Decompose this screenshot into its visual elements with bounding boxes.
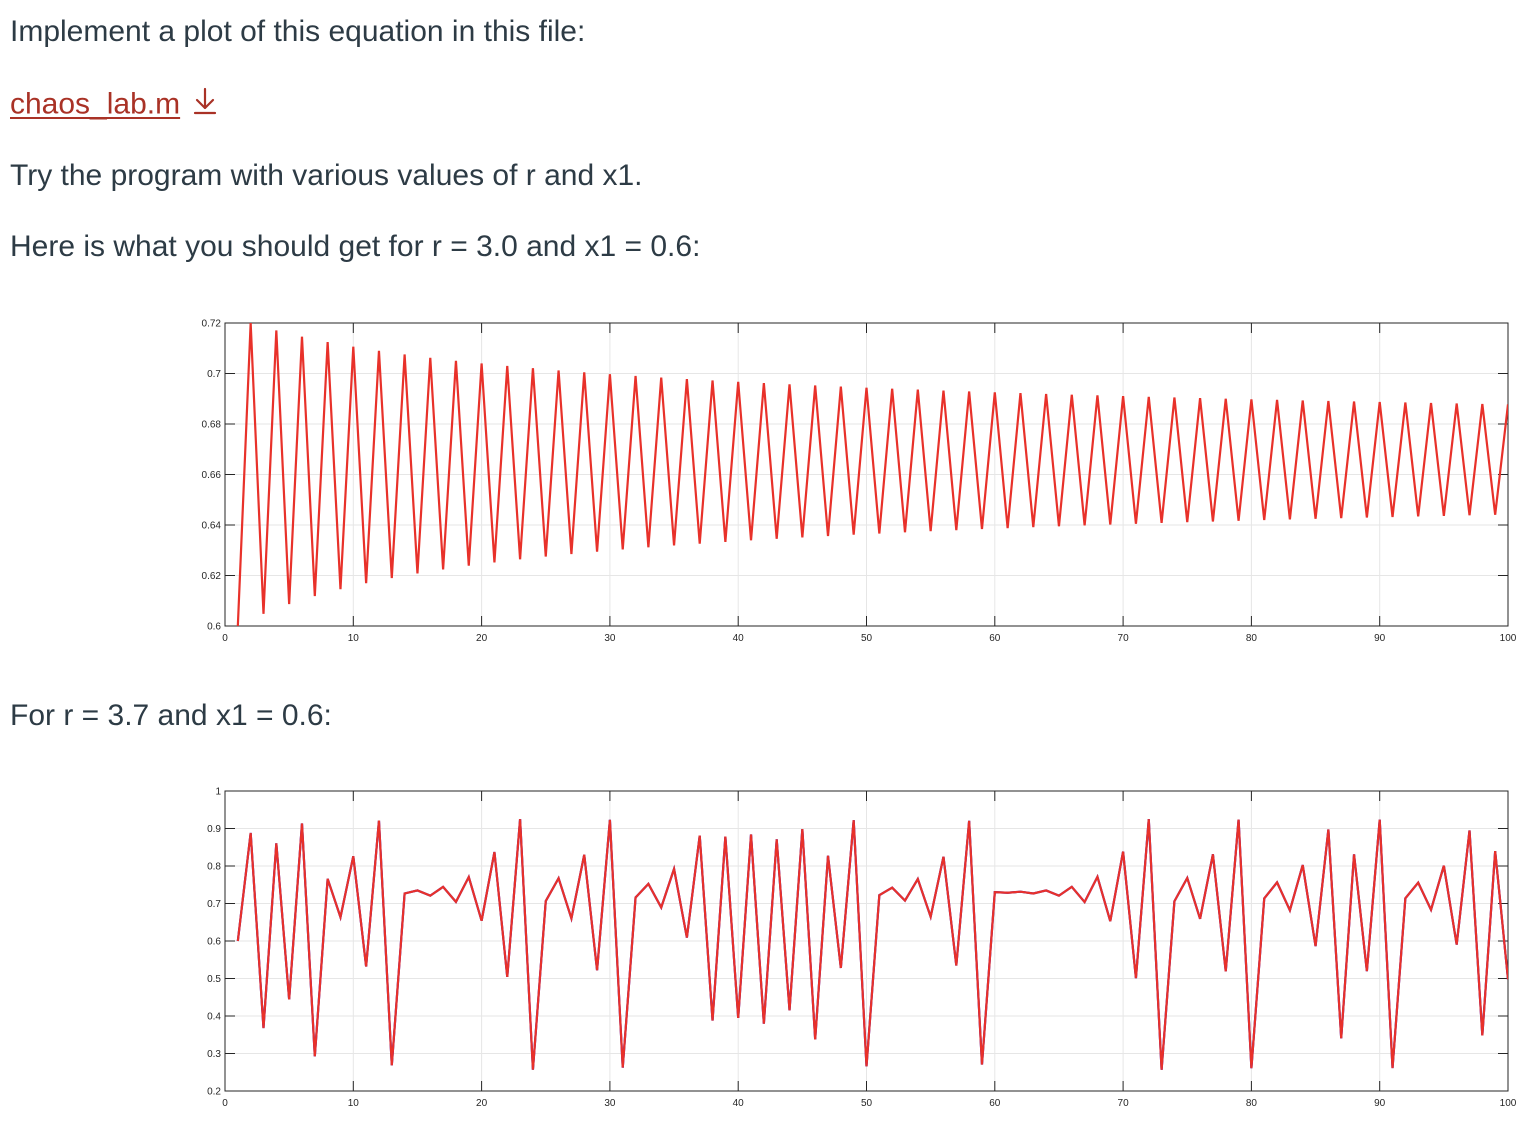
chart1-ytick-label: 0.62 — [202, 571, 222, 582]
chart1-ytick-label: 0.6 — [207, 622, 221, 633]
chart1-xtick-label: 50 — [861, 633, 873, 644]
download-arrow-icon[interactable] — [190, 86, 220, 125]
chart1-xtick-label: 90 — [1374, 633, 1386, 644]
chart1-xtick-label: 100 — [1500, 633, 1517, 644]
chart2-ytick-label: 0.7 — [207, 899, 221, 910]
chart2-ytick-label: 0.3 — [207, 1049, 221, 1060]
chart2-ytick-label: 0.4 — [207, 1012, 221, 1023]
plot-r37-chart: 0 10 20 30 40 50 60 70 80 90 100 0.2 0.3 0.4 0.5 0.6 0.7… — [0, 782, 1532, 1122]
try-program-text: Try the program with various values of r… — [10, 159, 643, 192]
chart2-xtick-label: 50 — [861, 1098, 873, 1109]
chart2-ytick-label: 0.6 — [207, 937, 221, 948]
chart2-xtick-label: 20 — [476, 1098, 488, 1109]
chart2-ytick-label: 0.5 — [207, 974, 221, 985]
intro-text: Implement a plot of this equation in thi… — [10, 15, 586, 48]
chart2-xtick-label: 30 — [604, 1098, 616, 1109]
chart1-xtick-label: 60 — [989, 633, 1001, 644]
chart1-ytick-label: 0.64 — [202, 521, 222, 532]
chart2-xtick-label: 100 — [1500, 1098, 1517, 1109]
chart2-xtick-label: 80 — [1246, 1098, 1258, 1109]
chart2-ytick-label: 1 — [215, 787, 221, 798]
chart1-xtick-label: 0 — [222, 633, 228, 644]
chart1-xtick-label: 40 — [733, 633, 745, 644]
plot-r3-svg: 0 10 20 30 40 50 60 70 80 90 100 0.6 0.62 0.64 0.66 0.6… — [202, 319, 1517, 645]
chart2-series-line-2 — [236, 819, 1508, 1070]
example1-caption: Here is what you should get for r = 3.0 … — [10, 230, 701, 263]
chart1-xtick-label: 80 — [1246, 633, 1258, 644]
chart1-xtick-label: 70 — [1118, 633, 1130, 644]
chart1-xtick-label: 10 — [348, 633, 360, 644]
plot-r3-chart: 0 10 20 30 40 50 60 70 80 90 100 0.6 0.62 0.64 0.66 0.6… — [0, 312, 1532, 657]
example2-caption: For r = 3.7 and x1 = 0.6: — [10, 699, 332, 732]
chart1-xtick-label: 20 — [476, 633, 488, 644]
chart1-xtick-label: 30 — [604, 633, 616, 644]
chart2-ytick-label: 0.9 — [207, 824, 221, 835]
chart2-xtick-label: 10 — [348, 1098, 360, 1109]
file-link-row: chaos_lab.m — [10, 86, 220, 125]
plot-r37-svg: 0 10 20 30 40 50 60 70 80 90 100 0.2 0.3 0.4 0.5 0.6 0.7… — [207, 787, 1517, 1110]
chart2-xtick-label: 40 — [733, 1098, 745, 1109]
chart1-series-line-1 — [236, 322, 1508, 627]
chart1-ytick-label: 0.72 — [202, 319, 222, 330]
chart1-ytick-label: 0.7 — [207, 369, 221, 380]
chart2-xtick-label: 0 — [222, 1098, 228, 1109]
chart2-ytick-label: 0.8 — [207, 862, 221, 873]
chart2-xtick-label: 60 — [989, 1098, 1001, 1109]
chart2-xtick-label: 90 — [1374, 1098, 1386, 1109]
chaos-lab-file-link[interactable]: chaos_lab.m — [10, 87, 181, 121]
chart2-ytick-label: 0.2 — [207, 1087, 221, 1098]
chart1-ytick-label: 0.66 — [202, 470, 222, 481]
chart2-xtick-label: 70 — [1118, 1098, 1130, 1109]
chart1-ytick-label: 0.68 — [202, 420, 222, 431]
